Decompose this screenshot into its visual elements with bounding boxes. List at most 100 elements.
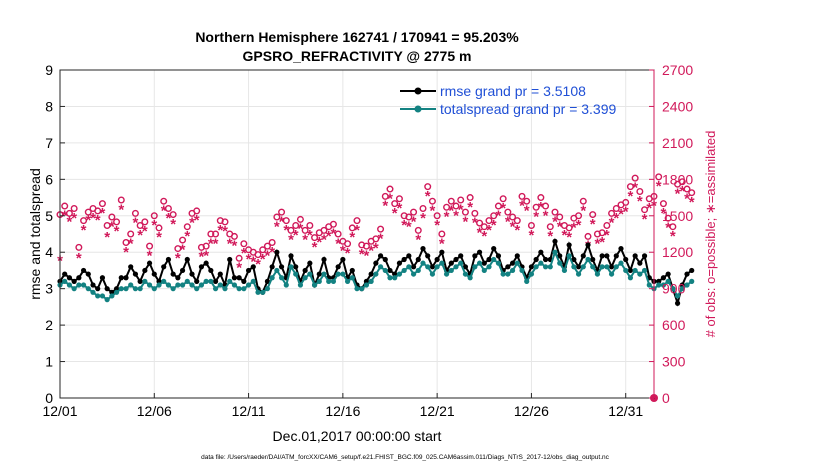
obs-assimilated-point: * (232, 238, 238, 255)
totalspread-point (467, 275, 473, 281)
rmse-point (85, 271, 91, 277)
rmse-point (198, 264, 205, 270)
rmse-point (505, 264, 511, 270)
rmse-point (236, 275, 242, 281)
obs-possible-point (546, 223, 554, 231)
obs-assimilated-point: * (208, 235, 214, 252)
totalspread-point (679, 286, 685, 292)
obs-possible-point (202, 242, 210, 250)
obs-assimilated-point: * (364, 247, 370, 264)
rmse-point (288, 253, 294, 259)
obs-possible-point (636, 187, 644, 195)
obs-possible-point (678, 178, 686, 186)
obs-assimilated-point: * (180, 241, 186, 258)
obs-possible-point (480, 223, 488, 231)
obs-possible-point (527, 221, 535, 229)
rmse-point (382, 256, 388, 263)
obs-possible-point (348, 224, 356, 232)
obs-assimilated-point: * (401, 217, 407, 234)
obs-assimilated-point: * (104, 229, 110, 246)
rmse-point (406, 253, 412, 259)
obs-assimilated-point: * (623, 204, 629, 221)
x-tick-label: 12/06 (137, 403, 172, 419)
rmse-point (90, 282, 96, 288)
obs-assimilated-point: * (646, 200, 652, 217)
obs-possible-point (391, 200, 399, 208)
obs-assimilated-point: * (557, 218, 563, 235)
obs-possible-point (518, 192, 526, 200)
obs-assimilated-point: * (274, 218, 280, 235)
rmse-point (241, 278, 247, 284)
rmse-point (109, 289, 115, 295)
obs-assimilated-point: * (298, 221, 304, 238)
rmse-point (604, 253, 610, 259)
obs-possible-point (136, 221, 144, 229)
totalspread-point (646, 282, 652, 288)
rmse-point (66, 275, 73, 281)
rmse-point (146, 260, 153, 266)
obs-possible-point (504, 208, 512, 216)
totalspread-point (321, 271, 327, 277)
totalspread-point (236, 286, 242, 292)
obs-possible-point (117, 196, 125, 204)
rmse-point (613, 253, 619, 259)
obs-assimilated-point: * (609, 215, 615, 232)
rmse-point (274, 249, 280, 255)
rmse-point (542, 256, 549, 263)
obs-possible-point (160, 197, 168, 205)
obs-possible-point (75, 243, 83, 251)
rmse-point (679, 282, 685, 288)
obs-assimilated-point: * (477, 224, 483, 241)
rmse-point (571, 256, 577, 263)
totalspread-point (99, 293, 106, 299)
obs-possible-point (598, 229, 606, 237)
obs-possible-point (164, 204, 172, 212)
obs-assimilated-point: * (95, 212, 101, 229)
totalspread-point (590, 264, 596, 270)
rmse-point (476, 249, 483, 255)
rmse-point (128, 264, 134, 270)
obs-assimilated-point: * (85, 212, 91, 229)
obs-possible-point (141, 218, 149, 226)
x-tick-label: 12/01 (42, 403, 77, 419)
totalspread-point (278, 275, 285, 281)
obs-assimilated-point: * (543, 207, 549, 224)
rmse-point (538, 249, 544, 255)
rmse-point (321, 256, 327, 263)
obs-assimilated-point: * (76, 250, 82, 267)
obs-possible-point (179, 236, 187, 244)
obs-possible-point (485, 217, 493, 225)
obs-assimilated-point: * (368, 243, 374, 260)
obs-assimilated-point: * (562, 227, 568, 244)
obs-possible-point (386, 185, 394, 193)
obs-assimilated-point: * (510, 218, 516, 235)
obs-possible-point (424, 183, 432, 191)
totalspread-point (472, 264, 478, 270)
rmse-point (533, 256, 539, 263)
rmse-point (481, 260, 487, 266)
obs-assimilated-point: * (340, 243, 346, 260)
chart-title-line2: GPSRO_REFRACTIVITY @ 2775 m (243, 48, 472, 64)
obs-possible-point (278, 208, 286, 216)
rmse-point (76, 275, 82, 281)
obs-possible-point (212, 230, 220, 238)
obs-possible-point (127, 230, 135, 238)
obs-possible-point (372, 235, 380, 243)
obs-assimilated-point: * (453, 207, 459, 224)
obs-possible-point (84, 208, 92, 216)
totalspread-point (495, 260, 502, 266)
y-tick-label-left: 3 (45, 281, 53, 297)
obs-assimilated-point: * (632, 179, 638, 196)
obs-possible-point (113, 218, 121, 226)
totalspread-point (387, 275, 393, 281)
obs-assimilated-point: * (142, 223, 148, 240)
rmse-point (156, 278, 162, 284)
obs-assimilated-point: * (547, 228, 553, 245)
obs-assimilated-point: * (397, 200, 403, 217)
totalspread-point (245, 282, 252, 288)
rmse-point (363, 278, 370, 284)
rmse-point (580, 253, 586, 259)
totalspread-point (316, 278, 322, 284)
obs-possible-point (428, 197, 436, 205)
rmse-point (458, 253, 464, 259)
